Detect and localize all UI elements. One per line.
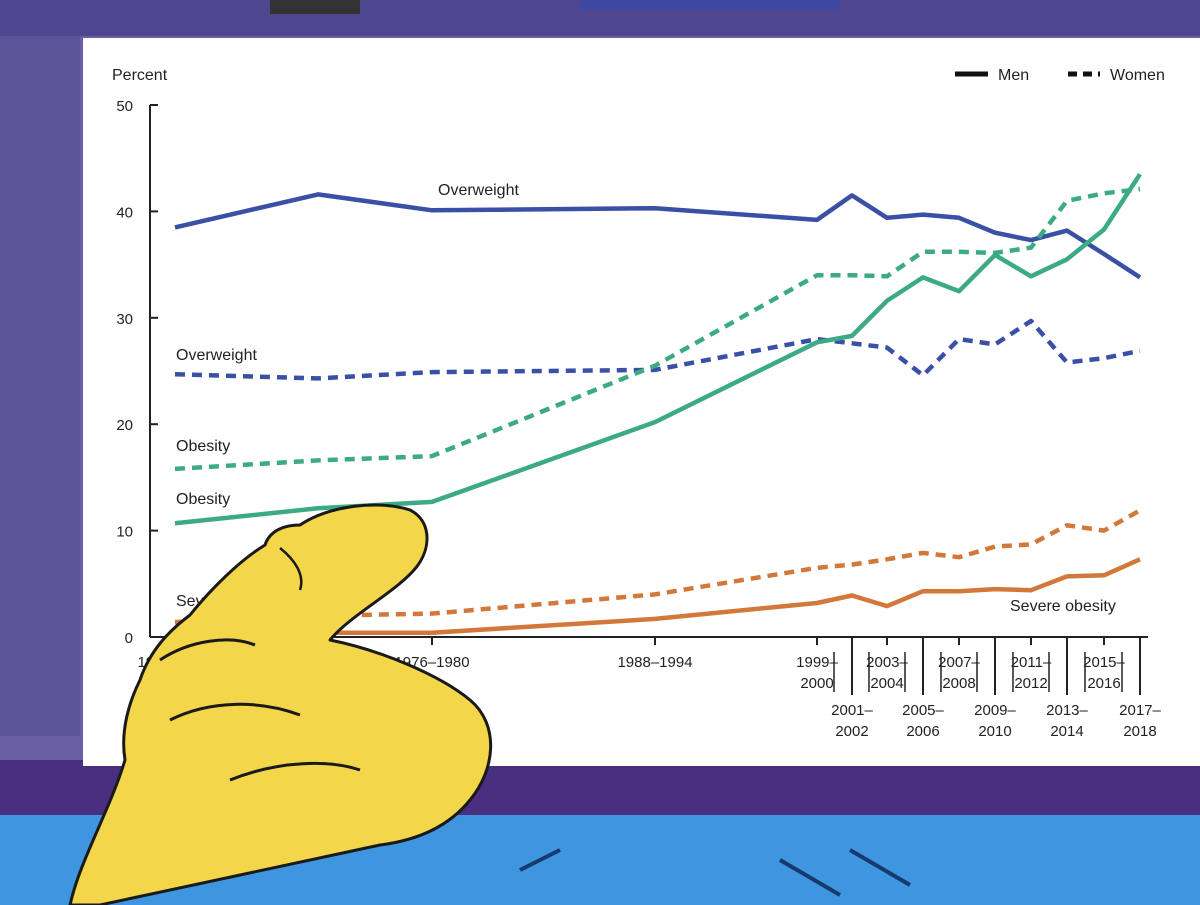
x-tick-label: 2001– [831, 702, 873, 719]
x-tick-label: 2002 [835, 723, 868, 740]
y-tick-label: 0 [125, 630, 133, 647]
x-tick-label: 2008 [942, 675, 975, 692]
legend-women-label: Women [1110, 67, 1165, 84]
series-men-severe-obesity [174, 557, 1141, 635]
x-tick-label: 1988–1994 [617, 654, 692, 671]
x-tick-label: 2015– [1083, 654, 1125, 671]
legend: Men Women [955, 67, 1165, 84]
annotation-men-overweight: Overweight [438, 182, 519, 199]
x-tick-label: 2013– [1046, 702, 1088, 719]
series-men-obesity [174, 172, 1142, 526]
x-tick-label: 2017– [1119, 702, 1161, 719]
y-tick-label: 20 [116, 417, 133, 434]
pointing-hand-icon [68, 503, 493, 905]
x-tick-label: 2012 [1014, 675, 1047, 692]
series-layer [174, 172, 1142, 635]
y-axis: 0 10 20 30 40 50 [116, 98, 158, 647]
x-tick-label: 2016 [1087, 675, 1120, 692]
legend-men-label: Men [998, 67, 1029, 84]
x-tick-label: 2010 [978, 723, 1011, 740]
y-tick-label: 30 [116, 311, 133, 328]
x-tick-label: 2011– [1011, 654, 1052, 671]
y-axis-label: Percent [112, 67, 168, 84]
x-tick-label: 2009– [974, 702, 1016, 719]
annotation-men-severe-obesity: Severe obesity [1010, 598, 1116, 615]
y-tick-label: 10 [116, 524, 133, 541]
x-tick-label: 1999– [796, 654, 838, 671]
annotation-men-obesity: Obesity [176, 491, 230, 508]
x-axis: 1960–19621971–19741976–19801988–19941999… [137, 636, 1162, 740]
series-women-severe-obesity [174, 508, 1142, 625]
x-tick-label: 2005– [902, 702, 944, 719]
x-tick-label: 2018 [1123, 723, 1156, 740]
x-tick-label: 2007– [938, 654, 980, 671]
x-tick-label: 2004 [870, 675, 903, 692]
x-tick-label: 2003– [866, 654, 908, 671]
series-women-overweight [174, 318, 1141, 381]
annotation-women-obesity: Obesity [176, 438, 230, 455]
chart: Percent 0 10 20 30 40 50 1960–19621971–197419… [112, 67, 1165, 740]
x-tick-label: 2000 [800, 675, 833, 692]
annotation-women-overweight: Overweight [176, 347, 257, 364]
x-tick-label: 2006 [906, 723, 939, 740]
y-tick-label: 50 [116, 98, 133, 115]
series-men-overweight [174, 192, 1142, 280]
series-women-obesity [174, 186, 1141, 472]
y-tick-label: 40 [116, 204, 133, 221]
x-tick-label: 2014 [1050, 723, 1083, 740]
